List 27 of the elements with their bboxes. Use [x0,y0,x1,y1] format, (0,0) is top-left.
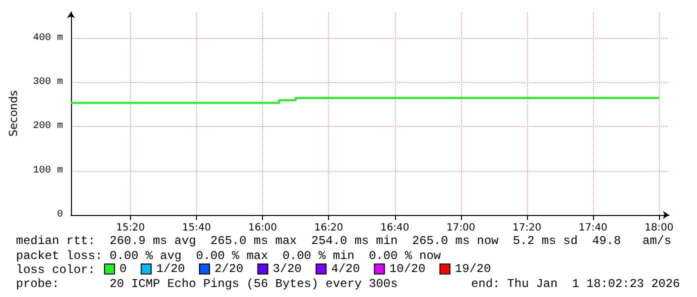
legend-label: 2/20 [214,262,244,276]
y-axis-title: Seconds [7,90,20,137]
x-tick-label: 17:40 [578,222,608,234]
x-tick-label: 15:20 [116,222,145,234]
y-tick-label: 300 m [32,77,63,88]
text: probe: 20 ICMP Echo Pings (56 Bytes) every 300s [16,277,398,291]
x-tick-label: 17:20 [512,222,542,234]
legend-label: 3/20 [272,262,302,276]
text: end: Thu Jan 1 18:02:23 2026 [471,277,680,291]
y-tick-label: 100 m [32,165,63,176]
legend-label: 1/20 [156,262,186,276]
legend-label: 0 [120,262,127,276]
y-tick-label: 0 [56,210,63,220]
y-tick-label: 400 m [32,32,63,44]
y-tick-label: 200 m [32,121,63,132]
legend-label: 4/20 [331,262,360,276]
x-tick-label: 16:40 [380,222,410,234]
legend-label: 19/20 [454,262,491,276]
x-tick-label: 16:20 [314,222,344,234]
x-tick-label: 17:00 [446,222,476,234]
legend-label: 10/20 [389,262,426,276]
x-tick-label: 18:00 [644,222,674,234]
x-tick-label: 15:40 [182,222,211,234]
x-tick-label: 16:00 [248,222,278,234]
text: packet loss: 0.00 % avg 0.00 % max 0.00 % min 0.00 % now [16,249,442,263]
legend-title: loss color: [16,263,96,277]
text: median rtt: 260.9 ms avg 265.0 ms max 254.0 ms min 265.0 ms now 5.2 ms sd 49.8 am/s [16,234,672,248]
